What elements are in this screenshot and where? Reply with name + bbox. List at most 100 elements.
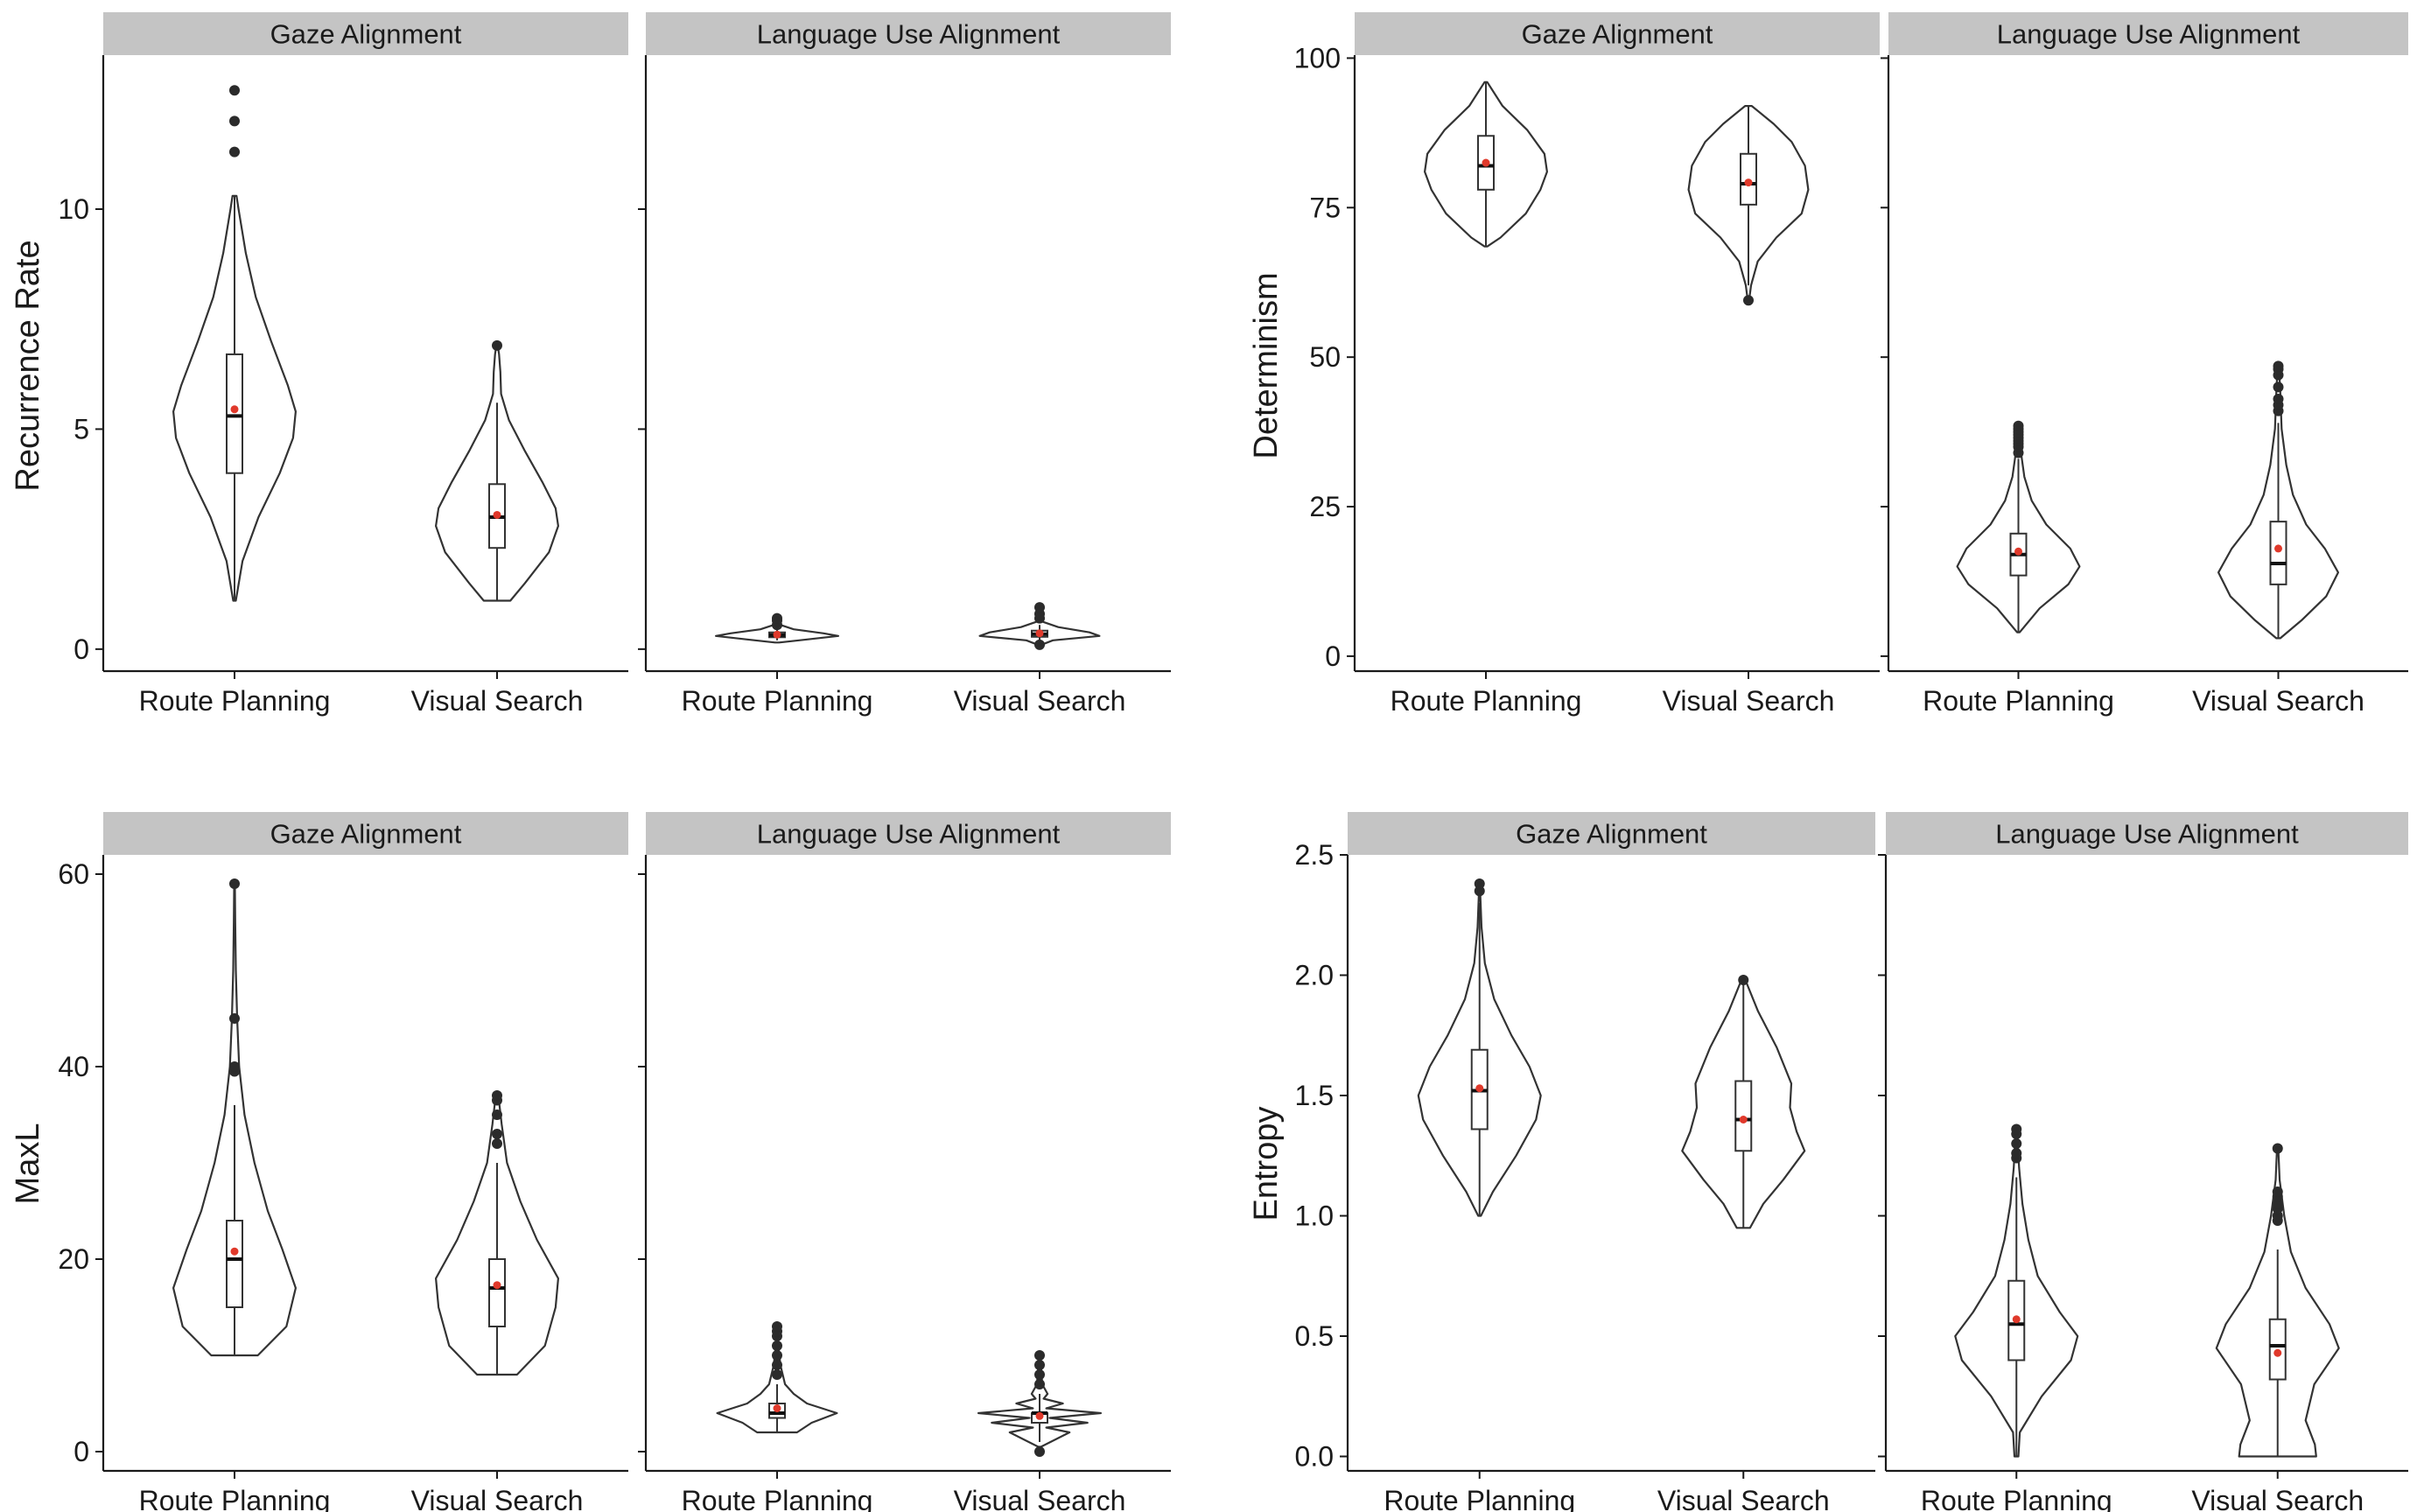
outlier-point (772, 1360, 782, 1370)
facet-strip-label: Language Use Alignment (757, 819, 1061, 850)
x-tick-label: Route Planning (1391, 685, 1582, 717)
y-tick-label: 0.0 (1295, 1441, 1334, 1473)
outlier-point (772, 612, 782, 624)
violin-group: Visual Search (1663, 105, 1835, 717)
facet-strip (1355, 12, 1880, 55)
y-tick-label: 50 (1309, 341, 1341, 373)
violin-group: Route Planning (682, 1321, 872, 1512)
violin-shape (1424, 80, 1548, 248)
violin-group: Route Planning (139, 878, 331, 1512)
outlier-point (492, 1110, 502, 1120)
violin-group: Visual Search (2192, 360, 2364, 717)
x-tick-label: Route Planning (1384, 1485, 1575, 1512)
mean-point (493, 510, 501, 519)
y-tick-label: 20 (58, 1243, 89, 1275)
mean-point (2014, 547, 2022, 556)
mean-point (2273, 1348, 2282, 1357)
outlier-point (1034, 1350, 1045, 1361)
mean-point (230, 1247, 239, 1256)
facet-panel: Gaze Alignment 0 5 10 Route Planning Visual S… (58, 12, 628, 717)
x-tick-label: Route Planning (139, 685, 331, 717)
facet-panel: Gaze Alignment 0 25 50 75 100 Route Planning Vi… (1294, 12, 1880, 717)
y-tick-label: 60 (58, 858, 89, 890)
y-tick-label: 40 (58, 1051, 89, 1082)
outlier-point (2273, 394, 2284, 405)
violin-shape (1687, 105, 1810, 302)
y-tick-label: 0.5 (1295, 1320, 1334, 1352)
y-axis-title: Determinism (1248, 272, 1285, 458)
outlier-point (772, 1321, 782, 1332)
outlier-point (1474, 886, 1485, 897)
x-tick-label: Visual Search (411, 685, 584, 717)
outlier-point (2272, 1143, 2283, 1154)
outlier-point (2011, 1124, 2022, 1135)
violin-group: Visual Search (954, 1350, 1126, 1512)
facet-strip-label: Gaze Alignment (1516, 819, 1707, 850)
facet-panel: Gaze Alignment 0 20 40 60 Route Planning Visua… (58, 812, 628, 1512)
outlier-point (492, 340, 502, 351)
violin-group: Visual Search (411, 1090, 584, 1512)
x-tick-label: Visual Search (1663, 685, 1835, 717)
outlier-point (2272, 1186, 2283, 1197)
y-tick-label: 25 (1309, 491, 1341, 522)
y-tick-label: 10 (58, 193, 89, 225)
facet-strip (1886, 812, 2408, 855)
outlier-point (492, 1129, 502, 1139)
y-tick-label: 5 (74, 413, 89, 444)
outlier-point (772, 1350, 782, 1361)
facet-strip (646, 12, 1171, 55)
outlier-point (772, 1369, 782, 1380)
chart-entropy: Entropy Gaze Alignment 0.0 0.5 1.0 1.5 2.0 2.5 R… (1248, 812, 2408, 1512)
outlier-point (229, 85, 240, 96)
x-tick-label: Route Planning (139, 1485, 331, 1512)
x-tick-label: Visual Search (411, 1485, 584, 1512)
outlier-point (2273, 382, 2284, 393)
violin-group: Route Planning (1923, 420, 2114, 717)
mean-point (2274, 544, 2282, 553)
mean-point (1035, 1411, 1044, 1420)
x-tick-label: Visual Search (1657, 1485, 1830, 1512)
y-axis-title: Recurrence Rate (10, 240, 46, 491)
outlier-point (1738, 975, 1749, 985)
facet-panel: Language Use Alignment Route Planning Visu… (1878, 812, 2408, 1512)
x-tick-label: Visual Search (954, 1485, 1126, 1512)
facet-strip (103, 812, 628, 855)
facet-strip-label: Gaze Alignment (270, 19, 462, 50)
chart-maxl: MaxL Gaze Alignment 0 20 40 60 Route Planning V… (10, 812, 1171, 1512)
outlier-point (772, 1340, 782, 1351)
y-axis-title: Entropy (1248, 1107, 1285, 1222)
outlier-point (2272, 1198, 2283, 1209)
outlier-point (1743, 295, 1754, 306)
y-tick-label: 0 (74, 1436, 89, 1467)
violin-group: Visual Search (411, 340, 584, 717)
box (226, 353, 243, 474)
violin-group: Route Planning (1921, 1124, 2112, 1512)
x-tick-label: Route Planning (1921, 1485, 2112, 1512)
y-tick-label: 1.5 (1295, 1080, 1334, 1111)
outlier-point (2013, 420, 2024, 431)
y-tick-label: 0 (1325, 640, 1341, 672)
facet-panel: Language Use Alignment Route Planning Visu… (638, 812, 1171, 1512)
mean-point (1035, 629, 1044, 638)
x-tick-label: Visual Search (2192, 685, 2364, 717)
facet-panel: Language Use Alignment Route Planning Visu… (1881, 12, 2408, 717)
outlier-point (1034, 1379, 1045, 1390)
outlier-point (1034, 1369, 1045, 1380)
y-tick-label: 0 (74, 634, 89, 665)
facet-panel: Gaze Alignment 0.0 0.5 1.0 1.5 2.0 2.5 Route Pl… (1295, 812, 1875, 1512)
outlier-point (2272, 1210, 2283, 1222)
violin-group: Visual Search (1657, 975, 1830, 1512)
x-tick-label: Route Planning (682, 685, 873, 717)
x-tick-label: Visual Search (954, 685, 1126, 717)
outlier-point (2011, 1148, 2022, 1158)
y-tick-label: 100 (1294, 42, 1341, 74)
facet-strip-label: Language Use Alignment (757, 19, 1061, 50)
facet-strip-label: Gaze Alignment (270, 819, 462, 850)
y-axis-title: MaxL (10, 1124, 46, 1205)
outlier-point (229, 146, 240, 158)
facet-strip (1348, 812, 1875, 855)
mean-point (1739, 1116, 1748, 1124)
violin-group: Route Planning (1391, 80, 1582, 717)
chart-recurrence-rate: Recurrence Rate Gaze Alignment 0 5 10 Route P… (10, 12, 1171, 717)
violin-group: Route Planning (1384, 878, 1575, 1512)
